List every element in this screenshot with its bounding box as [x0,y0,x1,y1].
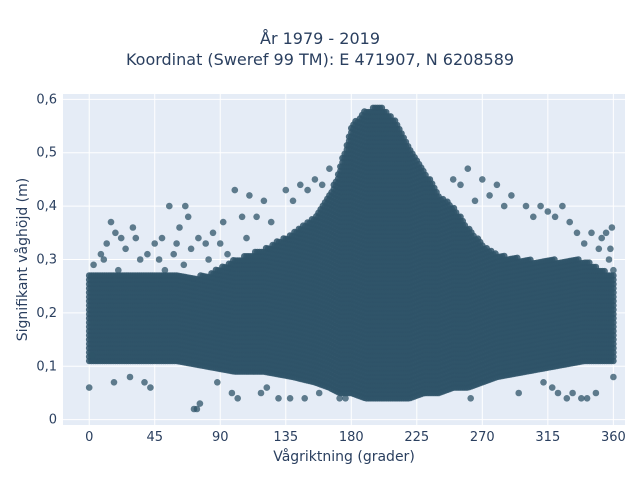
chart-subtitle: Koordinat (Sweref 99 TM): E 471907, N 62… [125,50,515,69]
chart-title: År 1979 - 2019 [260,29,380,48]
scatter-points [85,104,617,413]
